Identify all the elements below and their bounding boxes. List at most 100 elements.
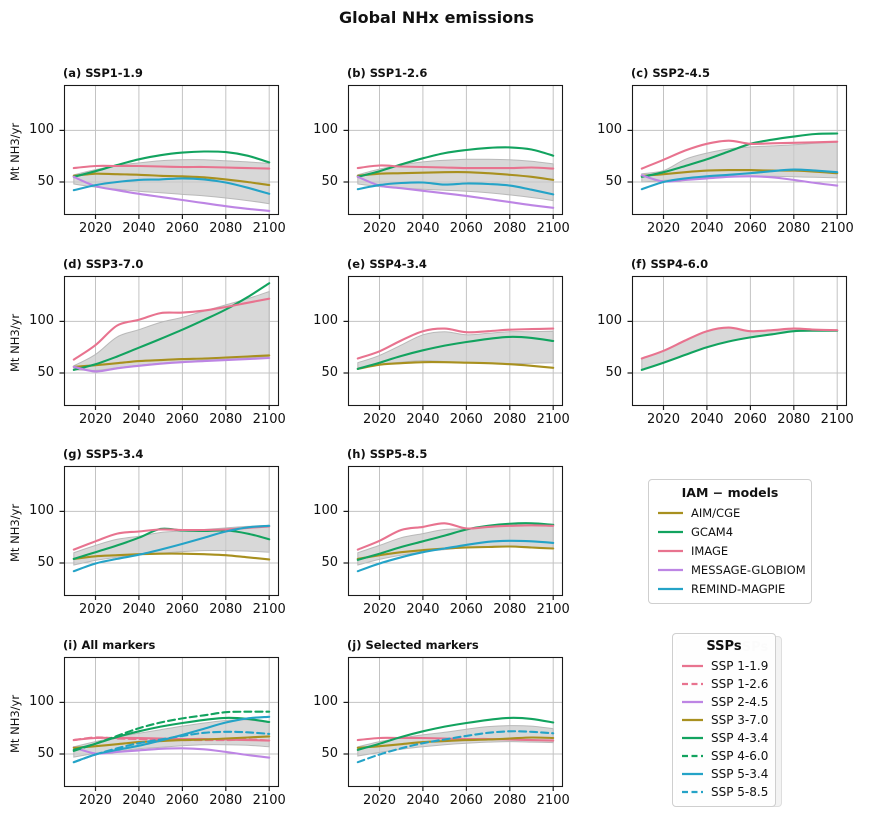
legend-entry-label: SSP 4-6.0 [711,749,769,763]
series-line [72,735,271,749]
x-tick-label: 2100 [536,412,570,427]
uncertainty-band [641,327,838,371]
y-tick-label: 50 [321,173,338,189]
legend-entry: SSP 1-1.9 [681,657,769,675]
x-tick-label: 2020 [78,412,113,427]
series-line [72,282,271,371]
panel-plot [343,465,564,600]
legend-entry-label: SSP 3-7.0 [711,713,769,727]
y-axis-label: Mt NH3/yr [8,122,22,181]
y-tick-label: 100 [29,313,54,329]
x-tick-label: 2040 [122,793,156,808]
legend-entry: SSP 2-4.5 [681,693,768,711]
panel-title: (e) SSP4-3.4 [347,257,427,271]
legend-line-swatch [658,530,683,533]
x-tick-label: 2080 [777,412,811,427]
series-line [356,175,555,209]
legend-entry-label: SSP 5-3.4 [711,767,769,781]
panel-title: (h) SSP5-8.5 [347,447,428,461]
x-tick-label: 2080 [209,793,243,808]
legend-line-swatch [682,790,703,794]
x-tick-label: 2060 [165,221,199,236]
series-line [640,329,839,371]
panel-title: (b) SSP1-2.6 [347,66,428,80]
x-tick-label: 2020 [646,412,681,427]
x-tick-label: 2020 [78,793,113,808]
legend-entry: GCAM4 [657,522,803,541]
y-tick-label: 100 [597,122,622,138]
y-tick-label: 100 [597,313,622,329]
y-axis-label: Mt NH3/yr [8,694,22,753]
y-tick-label: 50 [605,173,622,189]
series-line [72,150,271,178]
y-axis-label: Mt NH3/yr [8,313,22,372]
series-line [640,326,839,360]
y-tick-label: 50 [37,173,54,189]
series-line [72,730,271,764]
legend-entry-label: MESSAGE-GLOBIOM [691,562,806,577]
legend-entry-label: SSP 4-3.4 [711,731,769,745]
legend-entry: SSP 4-6.0 [681,747,769,765]
panel-plot [343,84,564,219]
x-tick-label: 2080 [777,221,811,236]
series-line [72,524,271,573]
legend-entry-label: GCAM4 [691,524,734,539]
x-tick-label: 2020 [362,793,397,808]
y-axis-label: Mt NH3/yr [8,503,22,562]
series-line [72,356,271,373]
legend-entry: SSP 4-3.4 [681,729,769,747]
x-tick-label: 2040 [690,412,724,427]
legend-line-swatch [682,700,703,704]
x-tick-label: 2060 [449,793,483,808]
ssp-legend-title: SSPs [706,639,742,654]
legend-line-swatch [658,587,683,590]
panel-title: (j) Selected markers [347,638,479,652]
legend-entry: SSP 1-2.6 [681,675,768,693]
series-line [640,174,839,187]
legend-entry-label: REMIND-MAGPIE [691,581,786,596]
legend-line-swatch [658,511,683,514]
x-tick-label: 2100 [536,793,570,808]
panel-title: (g) SSP5-3.4 [63,447,144,461]
legend-line-swatch [682,772,703,776]
x-tick-label: 2080 [493,412,527,427]
legend-entry-label: SSP 1-1.9 [711,659,769,673]
x-tick-label: 2080 [209,602,243,617]
panel-plot [627,275,848,410]
x-tick-label: 2100 [536,602,570,617]
x-tick-label: 2080 [493,221,527,236]
y-tick-label: 50 [321,554,338,570]
y-tick-label: 50 [605,364,622,380]
iam-legend: IAM − models AIM/CGE GCAM4 IMAGE MESSAGE-GL… [648,479,812,604]
series-line [72,710,271,752]
x-tick-label: 2080 [209,412,243,427]
legend-entry-label: AIM/CGE [691,505,741,520]
series-line [356,545,555,560]
legend-entry: REMIND-MAGPIE [657,579,803,598]
x-tick-label: 2060 [449,602,483,617]
uncertainty-band [357,524,554,566]
x-tick-label: 2020 [78,221,113,236]
x-tick-label: 2060 [733,412,767,427]
series-line [640,139,839,170]
panel-title: (c) SSP2-4.5 [631,66,710,80]
x-tick-label: 2060 [449,412,483,427]
figure-title: Global NHx emissions [338,8,535,27]
x-tick-label: 2100 [536,221,570,236]
x-tick-label: 2060 [733,221,767,236]
series-line [72,164,271,170]
x-tick-label: 2040 [122,412,156,427]
panel-title: (a) SSP1-1.9 [63,66,143,80]
y-tick-label: 50 [37,745,54,761]
series-line [356,146,555,178]
iam-legend-entries: AIM/CGE GCAM4 IMAGE MESSAGE-GLOBIOM REMIND-M… [657,503,806,598]
series-line [356,361,555,370]
series-line [356,522,555,551]
legend-line-swatch [658,549,683,552]
legend-entry: IMAGE [657,541,803,560]
series-line [640,132,839,178]
legend-line-swatch [682,664,703,668]
x-tick-label: 2080 [493,602,527,617]
legend-line-swatch [658,568,683,571]
series-line [72,736,271,742]
